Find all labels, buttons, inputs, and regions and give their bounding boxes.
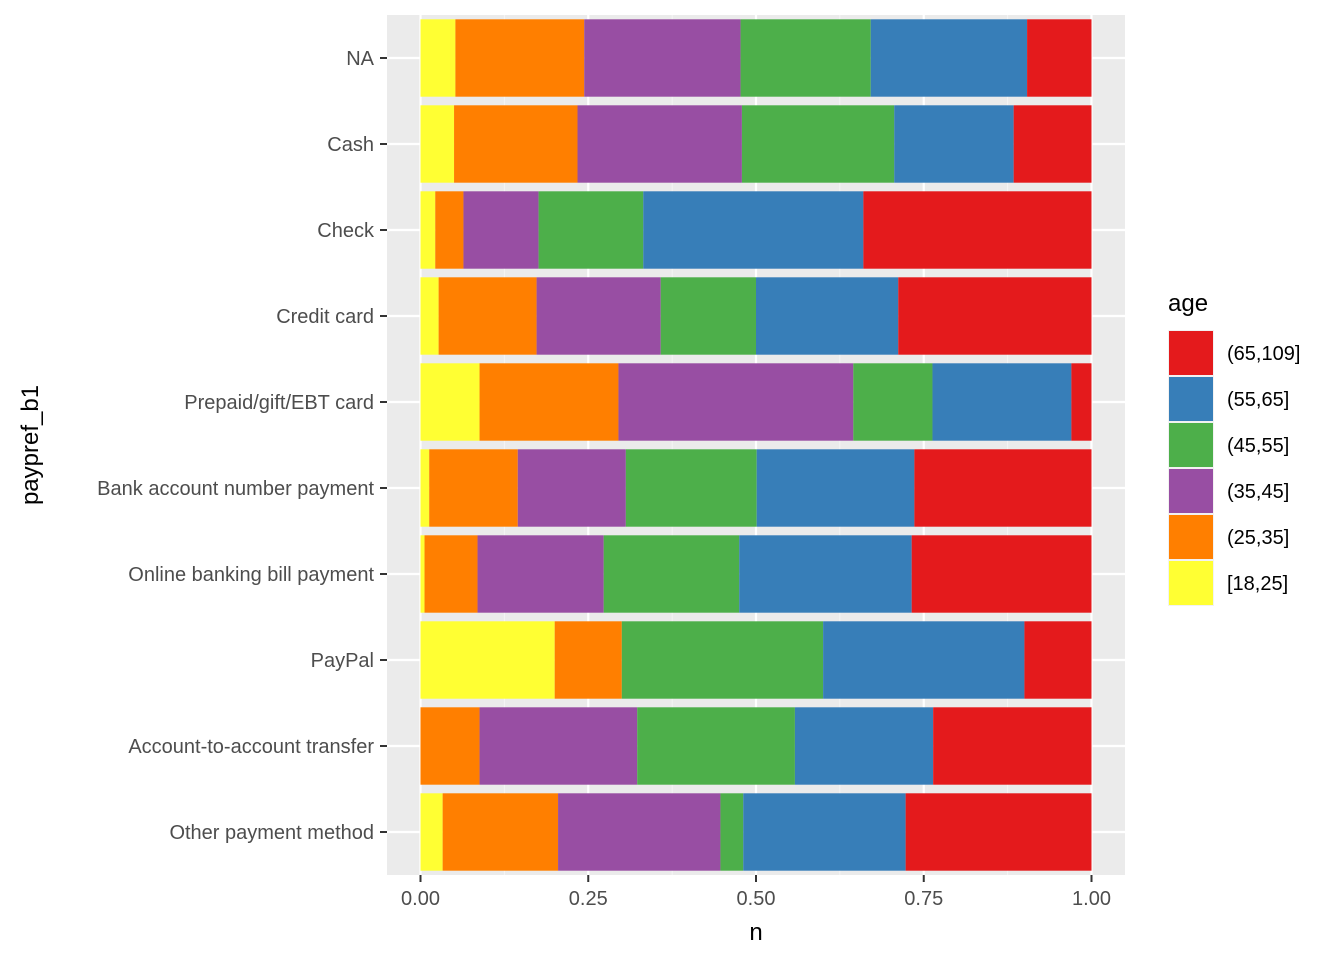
legend-label: [18,25] [1227, 573, 1288, 595]
bar-segment [420, 363, 480, 441]
bar-segment [554, 621, 622, 699]
bar-segment [643, 191, 864, 269]
x-tick-label: 0.75 [904, 888, 943, 910]
bar-segment [743, 793, 906, 871]
bar-segment [637, 707, 795, 785]
y-tick-label: Bank account number payment [97, 478, 374, 500]
bar-segment [454, 105, 578, 183]
bar-segment [438, 277, 537, 355]
legend-label: (25,35] [1227, 527, 1289, 549]
legend-key-swatch [1169, 423, 1213, 467]
bar-segment [420, 19, 456, 97]
bar-segment [741, 105, 895, 183]
legend-title: age [1168, 290, 1208, 317]
legend-label: (65,109] [1227, 343, 1300, 365]
y-tick-label: PayPal [311, 650, 374, 672]
bar-segment [863, 191, 1092, 269]
bar-segment [420, 191, 436, 269]
y-tick-label: Account-to-account transfer [128, 736, 374, 758]
bar-segment [477, 535, 604, 613]
bar-segment [870, 19, 1028, 97]
bar-segment [898, 277, 1092, 355]
bar-segment [911, 535, 1092, 613]
bar-segment [894, 105, 1014, 183]
bar-segment [621, 621, 824, 699]
bar-segment [517, 449, 626, 527]
bar-segment [1013, 105, 1092, 183]
bar-segment [424, 535, 478, 613]
y-axis: NA Cash Check Credit card Prepaid/gift/EBT c… [97, 48, 387, 844]
x-tick-label: 0.25 [569, 888, 608, 910]
bar-segment [823, 621, 1025, 699]
bar-segment [739, 535, 912, 613]
bar-segment [442, 793, 559, 871]
bar-segment [420, 105, 455, 183]
bar-segment [420, 277, 439, 355]
bar-segment [536, 277, 661, 355]
y-tick-label: Check [317, 220, 375, 242]
bar-segment [933, 707, 1092, 785]
legend-key-swatch [1169, 469, 1213, 513]
x-axis: 0.00 0.25 0.50 0.75 1.00 [401, 875, 1111, 910]
bar-segment [1071, 363, 1092, 441]
legend-key-swatch [1169, 561, 1213, 605]
x-tick-label: 1.00 [1072, 888, 1111, 910]
legend-label: (45,55] [1227, 435, 1289, 457]
x-tick-label: 0.50 [737, 888, 776, 910]
y-tick-label: Other payment method [169, 822, 374, 844]
bar-segment [420, 621, 555, 699]
bar-segment [720, 793, 744, 871]
bar-segment [618, 363, 854, 441]
x-tick-label: 0.00 [401, 888, 440, 910]
y-tick-label: Prepaid/gift/EBT card [184, 392, 374, 414]
y-tick-label: Credit card [276, 306, 374, 328]
bar-segment [660, 277, 756, 355]
bar-segment [420, 449, 430, 527]
bar-segment [420, 535, 425, 613]
bar-segment [455, 19, 585, 97]
bar-segment [603, 535, 740, 613]
legend-key-swatch [1169, 331, 1213, 375]
bar-segment [740, 19, 871, 97]
y-tick-label: NA [346, 48, 374, 70]
bar-segment [914, 449, 1092, 527]
bar-segment [756, 449, 915, 527]
bar-segment [1027, 19, 1092, 97]
bar-segment [625, 449, 757, 527]
bar-segment [853, 363, 933, 441]
bar-segment [1024, 621, 1092, 699]
bar-segment [794, 707, 934, 785]
legend-key-swatch [1169, 377, 1213, 421]
bar-segment [435, 191, 464, 269]
legend: age (65,109] (55,65] (45,55] (35,45] (25,35]… [1168, 290, 1300, 606]
legend-label: (55,65] [1227, 389, 1289, 411]
bar-segment [932, 363, 1072, 441]
bar-segment [538, 191, 644, 269]
legend-label: (35,45] [1227, 481, 1289, 503]
bar-segment [429, 449, 518, 527]
bar-segment [577, 105, 742, 183]
bar-segment [479, 707, 638, 785]
bar-segment [420, 707, 480, 785]
x-axis-title: n [749, 919, 762, 946]
bar-segment [463, 191, 539, 269]
y-axis-title: paypref_b1 [17, 385, 44, 505]
bar-segment [479, 363, 619, 441]
bar-segment [905, 793, 1092, 871]
bar-segment [584, 19, 741, 97]
y-tick-label: Cash [327, 134, 374, 156]
bar-segment [558, 793, 721, 871]
bar-segment [420, 793, 443, 871]
bars [420, 19, 1092, 871]
legend-key-swatch [1169, 515, 1213, 559]
y-tick-label: Online banking bill payment [128, 564, 374, 586]
bar-segment [756, 277, 899, 355]
